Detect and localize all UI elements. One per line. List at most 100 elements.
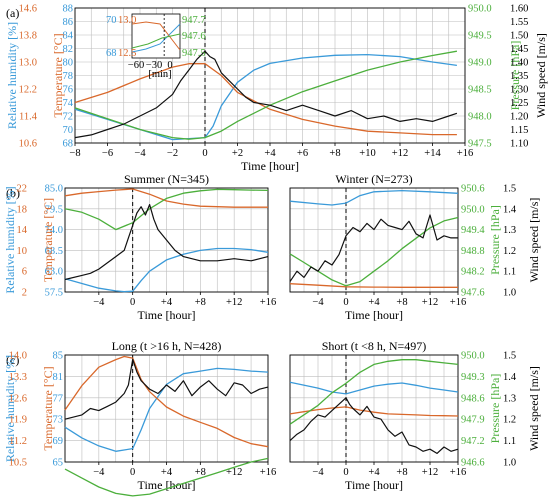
y-axis-label-temp: Temperature [°C]: [41, 198, 55, 282]
y-tick-label-temp: 18: [17, 204, 28, 215]
y-tick-label-wind: 1.4: [503, 204, 517, 215]
y-tick-label-temp: 14.0: [9, 351, 27, 362]
inset-series-temp: [131, 21, 181, 51]
y-tick-label-temp: 10: [17, 246, 28, 257]
x-tick-label: +4: [161, 467, 173, 478]
x-axis-label: Time [hour]: [138, 478, 196, 492]
y-tick-label-wind: 1.50: [510, 31, 528, 42]
x-axis-label: Time [hour]: [241, 159, 299, 173]
y-tick-label-pres: 950.0: [461, 351, 485, 362]
y-tick-label-wind: 1.1: [503, 267, 516, 278]
y-tick-label-wind: 1.25: [510, 98, 528, 109]
y-tick-label-pres: 948.6: [461, 393, 485, 404]
series-line-wind: [289, 397, 459, 454]
y-tick-label-wind: 1.60: [510, 4, 528, 15]
y-tick-label-pres: 948.8: [461, 246, 485, 257]
y-tick-label-temp: 11.4: [19, 112, 38, 123]
y-tick-label-temp: 14: [17, 225, 28, 236]
inset-rh-tick: 68: [106, 48, 117, 59]
inset-x-tick: −30: [146, 60, 162, 71]
x-tick-label: +12: [422, 467, 438, 478]
x-tick-label: +4: [368, 297, 380, 308]
panel-label: (c): [6, 353, 19, 367]
y-tick-label-temp: 10.5: [9, 458, 27, 469]
series-line-rh: [74, 53, 457, 141]
y-tick-label-rh: 85: [53, 351, 64, 362]
series-line-pres: [64, 188, 269, 231]
x-tick-label: −6: [102, 148, 113, 159]
y-tick-label-pres: 946.6: [461, 458, 485, 469]
y-tick-label-temp: 14.6: [19, 4, 37, 15]
y-tick-label-temp: 6: [22, 267, 27, 278]
panel-title: Short (t <8 h, N=497): [322, 339, 427, 353]
series-line-wind: [64, 358, 269, 420]
y-tick-label-wind: 1.2: [503, 415, 516, 426]
y-tick-label-pres: 948.2: [461, 267, 485, 278]
series-line-rh: [64, 367, 269, 452]
chart-panel-1: −4 0 +4 +8 +12 +16 Time [hour] Summer (N=345) (b…: [3, 172, 276, 322]
x-tick-label: +8: [329, 148, 340, 159]
y-tick-label-rh: 88: [63, 4, 74, 15]
x-tick-label: +10: [359, 148, 375, 159]
y-tick-label-rh: 80: [63, 58, 74, 69]
inset-series-pres: [131, 33, 181, 49]
series-line-rh: [289, 381, 459, 395]
y-tick-label-pres: 949.4: [461, 225, 485, 236]
series-line-rh: [64, 247, 269, 293]
x-tick-label: +8: [195, 467, 206, 478]
y-tick-label-rh: 68: [63, 139, 74, 150]
inset-pres-tick: 947.5: [182, 48, 206, 59]
y-tick-label-wind: 1.5: [503, 351, 516, 362]
series-line-temp: [64, 188, 268, 208]
x-tick-label: −8: [69, 148, 80, 159]
y-tick-label-wind: 1.1: [503, 436, 516, 447]
y-tick-label-temp: 13.3: [9, 372, 27, 383]
y-tick-label-rh: 79.5: [45, 204, 63, 215]
y-tick-label-temp: 10.6: [19, 139, 37, 150]
y-tick-label-wind: 1.0: [503, 458, 516, 469]
x-tick-label: +16: [260, 297, 276, 308]
y-tick-label-wind: 1.35: [510, 71, 528, 82]
inset-pres-tick: 947.7: [182, 15, 206, 26]
inset-rh-tick: 70: [106, 15, 117, 26]
x-tick-label: −4: [93, 467, 105, 478]
y-axis-label-rh: Relative humidity [%]: [3, 186, 17, 293]
y-tick-label-rh: 57.5: [45, 288, 63, 299]
inset-pres-tick: 947.6: [182, 31, 206, 42]
inset-temp-tick: 12.5: [118, 48, 136, 59]
y-tick-label-wind: 1.10: [510, 139, 528, 150]
x-tick-label: −2: [167, 148, 178, 159]
x-tick-label: +4: [264, 148, 276, 159]
x-tick-label: −4: [93, 297, 105, 308]
y-tick-label-rh: 78: [63, 71, 74, 82]
y-axis-label-rh: Relative humidity [%]: [5, 22, 19, 129]
x-tick-label: +16: [260, 467, 276, 478]
series-line-temp: [64, 355, 269, 448]
y-tick-label-pres: 950.6: [461, 184, 485, 195]
y-tick-label-temp: 13.0: [19, 58, 37, 69]
series-line-pres: [289, 359, 459, 425]
x-tick-label: +2: [232, 148, 243, 159]
y-axis-label-pres: Pressure [hPa]: [488, 205, 502, 275]
x-tick-label: 0: [130, 297, 135, 308]
series-line-wind: [74, 50, 458, 139]
y-tick-label-wind: 1.20: [510, 112, 528, 123]
y-tick-label-pres: 947.5: [468, 139, 492, 150]
y-tick-label-wind: 1.3: [503, 393, 516, 404]
y-tick-label-rh: 70: [63, 125, 74, 136]
y-tick-label-pres: 948.0: [468, 112, 492, 123]
y-tick-label-rh: 74: [63, 98, 74, 109]
x-axis-label: Time [hour]: [345, 478, 403, 492]
y-axis-label-pres: Pressure [hPa]: [488, 374, 502, 444]
y-tick-label-pres: 949.3: [461, 372, 485, 383]
y-tick-label-temp: 22: [17, 184, 28, 195]
x-axis-label: Time [hour]: [138, 308, 196, 322]
y-axis-label-temp: Temperature [°C]: [41, 366, 55, 450]
series-line-wind: [64, 204, 269, 281]
y-axis-label-rh: Relative humidity [%]: [3, 355, 17, 462]
chart-panel-0: −8 −6 −4 −2 0 +2 +4 +6 +8 +10 +12 +14 +16 Time [hour]…: [5, 4, 548, 174]
y-tick-label-pres: 949.5: [468, 31, 492, 42]
y-tick-label-temp: 11.2: [9, 436, 27, 447]
y-tick-label-rh: 73: [53, 415, 64, 426]
